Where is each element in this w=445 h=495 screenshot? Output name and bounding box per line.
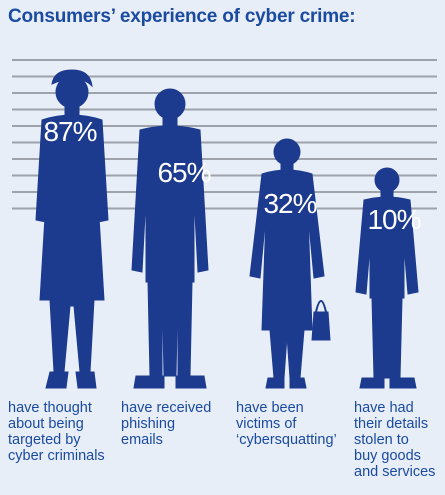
category-caption: have thought about being targeted by cyb… (8, 400, 105, 464)
value-labels: 87% 65% 32% 10% (43, 116, 421, 235)
value-label: 65% (157, 157, 210, 188)
value-label: 87% (43, 116, 96, 147)
figure-woman-skirt (35, 69, 109, 389)
figure-child (355, 167, 419, 389)
value-label: 32% (263, 188, 316, 219)
category-caption: have received phishing emails (121, 400, 212, 448)
chart-title: Consumers’ experience of cyber crime: (8, 6, 356, 27)
category-caption: have had their details stolen to buy goo… (354, 400, 436, 480)
value-label: 10% (367, 204, 420, 235)
figure-woman-handbag (249, 138, 331, 389)
figure-man-suit (131, 88, 209, 389)
category-caption: have been victims of ‘cybersquatting’ (236, 400, 337, 448)
